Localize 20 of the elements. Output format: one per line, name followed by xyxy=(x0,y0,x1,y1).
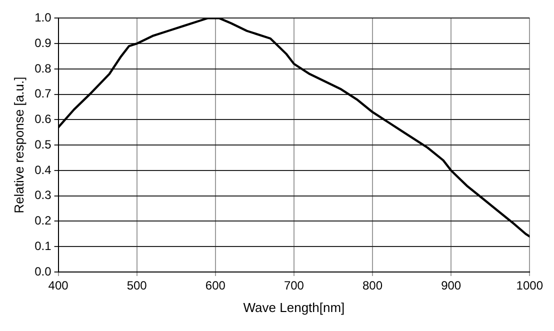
y-tick-label: 0.3 xyxy=(34,188,52,202)
y-tick-label: 0.1 xyxy=(34,238,52,253)
x-axis-title: Wave Length[nm] xyxy=(243,300,345,315)
x-tick-label: 900 xyxy=(441,278,462,293)
y-tick-label: 0.8 xyxy=(34,61,52,76)
y-tick-label: 0.6 xyxy=(34,112,52,126)
y-axis-title: Relative response [a.u.] xyxy=(11,76,26,214)
x-tick-label: 500 xyxy=(126,278,148,293)
y-tick-label: 0.2 xyxy=(34,214,52,228)
y-tick-label: 1.0 xyxy=(34,10,52,25)
x-tick-label: 1000 xyxy=(516,278,544,293)
x-tick-label: 700 xyxy=(284,278,304,293)
y-tick-label: 0.0 xyxy=(34,264,52,278)
y-tick-label: 0.9 xyxy=(34,36,52,50)
y-tick-label: 0.4 xyxy=(34,162,52,177)
x-tick-label: 600 xyxy=(205,278,226,293)
y-tick-label: 0.7 xyxy=(34,86,52,101)
x-tick-label: 400 xyxy=(48,278,69,293)
x-tick-label: 800 xyxy=(362,278,383,293)
y-tick-label: 0.5 xyxy=(34,137,52,152)
